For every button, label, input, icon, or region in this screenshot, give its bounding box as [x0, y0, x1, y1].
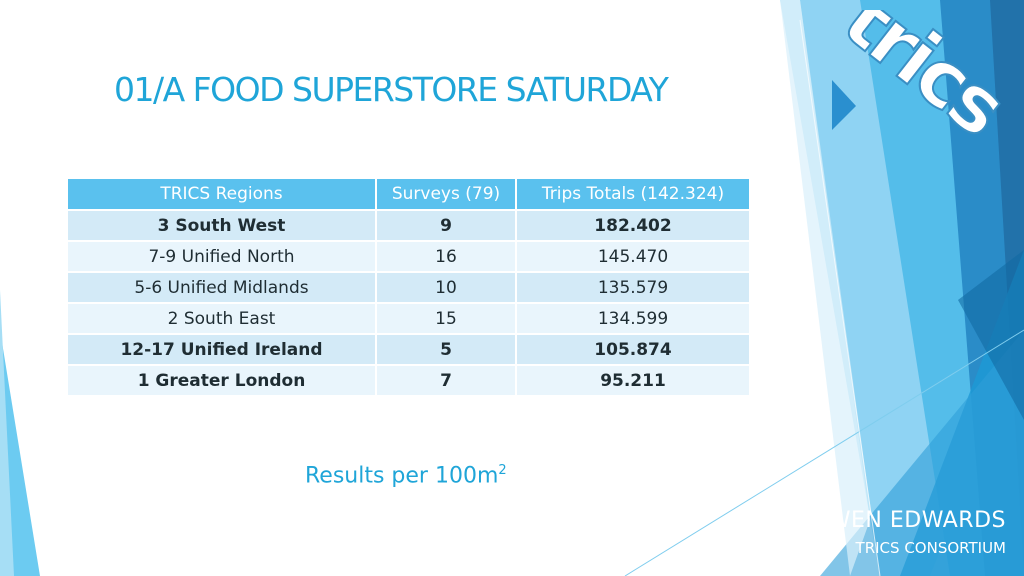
surveys-cell: 16 [376, 241, 517, 273]
trips-cell: 145.470 [516, 241, 751, 273]
trips-cell: 95.211 [516, 365, 751, 397]
author-block: OWEN EDWARDS TRICS CONSORTIUM [811, 508, 1006, 557]
region-cell: 2 South East [68, 303, 377, 335]
table-row: 5-6 Unified Midlands 10 135.579 [68, 272, 751, 304]
results-note-text: Results per 100m [305, 463, 499, 489]
table-row: 1 Greater London 7 95.211 [68, 365, 751, 397]
surveys-cell: 9 [376, 210, 517, 242]
region-cell: 3 South West [68, 210, 377, 242]
trips-cell: 182.402 [516, 210, 751, 242]
region-cell: 1 Greater London [68, 365, 377, 397]
slide-title: 01/A FOOD SUPERSTORE SATURDAY [114, 70, 669, 109]
svg-text:trics: trics [826, 10, 1020, 153]
table-row: 3 South West 9 182.402 [68, 210, 751, 242]
author-name: OWEN EDWARDS [810, 508, 1006, 533]
trips-cell: 135.579 [516, 272, 751, 304]
table-header-row: TRICS Regions Surveys (79) Trips Totals … [68, 179, 751, 211]
results-note: Results per 100m2 [305, 463, 507, 488]
column-header-trips: Trips Totals (142.324) [516, 179, 751, 211]
results-note-superscript: 2 [498, 463, 507, 478]
trips-cell: 134.599 [516, 303, 751, 335]
trics-logo: trics [825, 10, 1020, 154]
column-header-surveys: Surveys (79) [376, 179, 517, 211]
trips-cell: 105.874 [516, 334, 751, 366]
surveys-cell: 5 [376, 334, 517, 366]
table-row: 12-17 Unified Ireland 5 105.874 [68, 334, 751, 366]
column-header-regions: TRICS Regions [68, 179, 377, 211]
author-organization: TRICS CONSORTIUM [855, 539, 1006, 557]
surveys-cell: 7 [376, 365, 517, 397]
table-row: 2 South East 15 134.599 [68, 303, 751, 335]
region-cell: 5-6 Unified Midlands [68, 272, 377, 304]
regions-table: TRICS Regions Surveys (79) Trips Totals … [68, 179, 751, 397]
table-row: 7-9 Unified North 16 145.470 [68, 241, 751, 273]
region-cell: 7-9 Unified North [68, 241, 377, 273]
region-cell: 12-17 Unified Ireland [68, 334, 377, 366]
surveys-cell: 15 [376, 303, 517, 335]
surveys-cell: 10 [376, 272, 517, 304]
